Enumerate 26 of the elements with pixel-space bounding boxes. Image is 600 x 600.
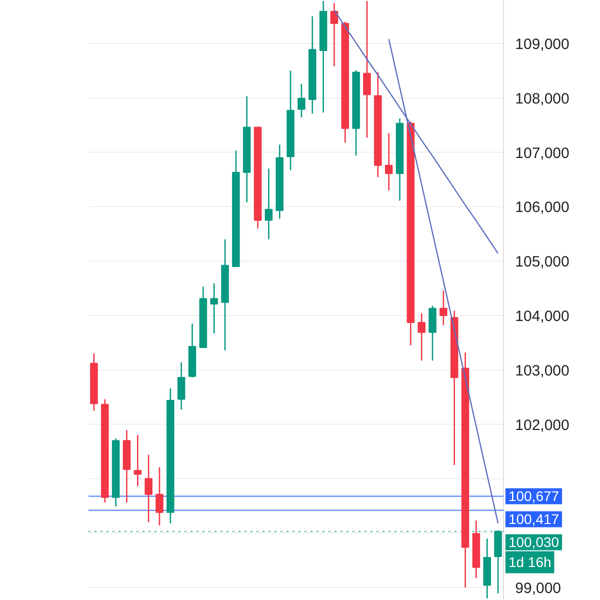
y-tick-label: 103,000 [515,362,570,380]
y-tick-label: 99,000 [515,580,562,597]
candlestick [363,0,371,138]
candlestick [134,434,142,487]
y-tick-label: 108,000 [515,90,570,108]
candlestick [330,2,338,67]
text: 1d 16h [508,554,552,570]
candlestick [440,290,448,326]
y-tick-label: 106,000 [515,199,570,216]
y-tick-label: 107,000 [515,144,570,162]
ref-line-label: 100,677 [508,488,560,504]
candlestick [428,305,436,362]
candlestick [298,83,306,118]
ref-line-label: 100,030 [508,534,560,550]
candlestick [264,168,273,240]
candlestick [144,454,152,523]
ref-line-label: 100,417 [508,511,560,528]
candlestick [418,312,426,362]
y-tick-label: 104,000 [515,308,570,325]
y-tick-label: 109,000 [515,36,570,53]
candlestick [177,362,186,410]
candlestick [156,466,164,526]
y-tick-label: 102,000 [515,416,570,434]
candlestick [210,282,218,334]
y-tick-label: 105,000 [515,254,570,271]
candlestick [384,132,393,191]
